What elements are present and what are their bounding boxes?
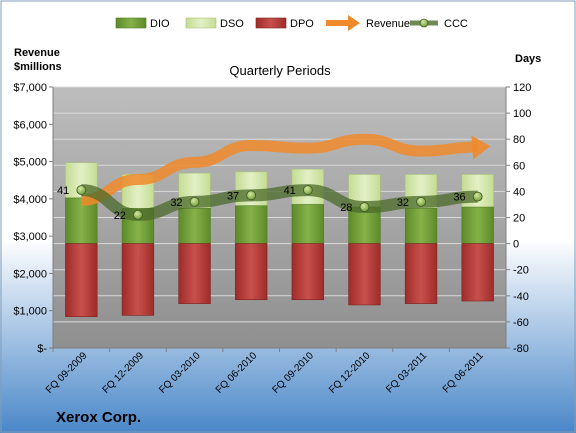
legend-swatch	[185, 17, 217, 29]
bar-dio	[235, 205, 268, 244]
legend-item: DPO	[255, 17, 314, 30]
right-axis-tick-label: 80	[513, 134, 525, 146]
ccc-data-label: 32	[397, 197, 409, 209]
bar-group	[461, 174, 494, 302]
revenue-layer	[80, 133, 491, 206]
right-axis-tick-label: -60	[513, 317, 529, 329]
bar-dpo	[178, 243, 211, 304]
bar-dpo	[121, 243, 155, 316]
legend-swatch	[255, 17, 287, 29]
bar-dpo	[235, 243, 268, 301]
legend-swatch	[115, 17, 147, 29]
ccc-data-label: 37	[227, 190, 239, 202]
left-axis-tick-label: $7,000	[13, 82, 47, 94]
right-axis-tick-label: 0	[513, 239, 519, 251]
bar-dio	[178, 208, 211, 244]
ccc-layer: 41 22 32 37 41 28 32 36	[57, 184, 483, 222]
legend: DIO DSO DPO Revenue CCC	[115, 15, 468, 31]
bar-group	[65, 162, 98, 317]
ccc-point	[246, 190, 257, 201]
bar-dpo	[291, 243, 324, 301]
legend-label: Revenue	[366, 18, 410, 30]
left-axis-tick-label: $-	[37, 343, 47, 355]
bar-group	[178, 172, 211, 304]
right-axis-tick-label: 40	[513, 186, 525, 198]
legend-arrowhead	[348, 15, 360, 31]
ccc-point	[302, 185, 313, 195]
ccc-point	[189, 196, 200, 207]
left-axis-tick-label: $1,000	[13, 306, 47, 318]
bar-group	[404, 174, 438, 304]
right-axis-tick-label: -20	[513, 265, 529, 277]
ccc-point	[76, 185, 87, 195]
revenue-line	[80, 133, 478, 206]
right-axis-tick-label: -80	[513, 343, 529, 355]
bar-group	[348, 174, 381, 306]
ccc-point	[359, 202, 370, 212]
legend-item: DIO	[115, 17, 170, 30]
left-axis-tick-label: $2,000	[13, 268, 47, 280]
legend-label: DSO	[220, 18, 244, 30]
bar-group	[121, 174, 155, 316]
right-axis-tick-label: 120	[513, 82, 531, 94]
ccc-data-label: 22	[114, 210, 126, 222]
bar-group	[291, 168, 324, 301]
bar-dpo	[461, 243, 494, 302]
bar-dpo	[65, 243, 98, 317]
left-axis-tick-label: $5,000	[13, 157, 47, 169]
right-axis-tick-label: 100	[513, 108, 531, 120]
left-axis-label-line-1: Revenue	[14, 47, 60, 59]
right-axis-tick-label: -40	[513, 291, 529, 303]
bar-dio	[291, 204, 324, 244]
right-axis-tick-label: 20	[513, 213, 525, 225]
ccc-point	[416, 196, 426, 207]
legend-label: DPO	[290, 18, 314, 30]
bar-dpo	[348, 243, 381, 306]
bar-dio	[461, 206, 494, 244]
ccc-point	[472, 191, 483, 202]
ccc-data-label: 36	[453, 192, 465, 204]
company-name: Xerox Corp.	[56, 409, 141, 426]
legend-item: Revenue	[326, 15, 410, 31]
left-axis-tick-label: $4,000	[13, 194, 47, 206]
bar-dio	[404, 208, 438, 244]
right-axis-label: Days	[515, 53, 541, 65]
ccc-data-label: 41	[57, 185, 69, 197]
bar-group	[235, 171, 268, 301]
right-axis: -80 -60 -40 -20 0 20 40 60 80 100 120	[505, 82, 531, 355]
chart-subtitle: Quarterly Periods	[229, 63, 331, 78]
left-axis-label-line-2: $millions	[14, 61, 62, 73]
legend-item: DSO	[185, 17, 244, 30]
ccc-data-label: 32	[170, 197, 182, 209]
legend-item: CCC	[410, 18, 468, 30]
ccc-point	[133, 209, 143, 220]
left-axis: $- $1,000 $2,000 $3,000 $4,000 $5,000 $6,000 $7…	[13, 82, 54, 355]
ccc-data-label: 41	[284, 185, 296, 197]
legend-marker	[419, 18, 429, 28]
revenue-arrowhead	[471, 135, 491, 160]
left-axis-tick-label: $6,000	[13, 119, 47, 131]
left-axis-tick-label: $3,000	[13, 231, 47, 243]
legend-label: CCC	[444, 18, 468, 30]
ccc-data-label: 28	[340, 202, 352, 214]
bar-dpo	[404, 243, 438, 304]
legend-label: DIO	[150, 18, 170, 30]
right-axis-tick-label: 60	[513, 160, 525, 172]
